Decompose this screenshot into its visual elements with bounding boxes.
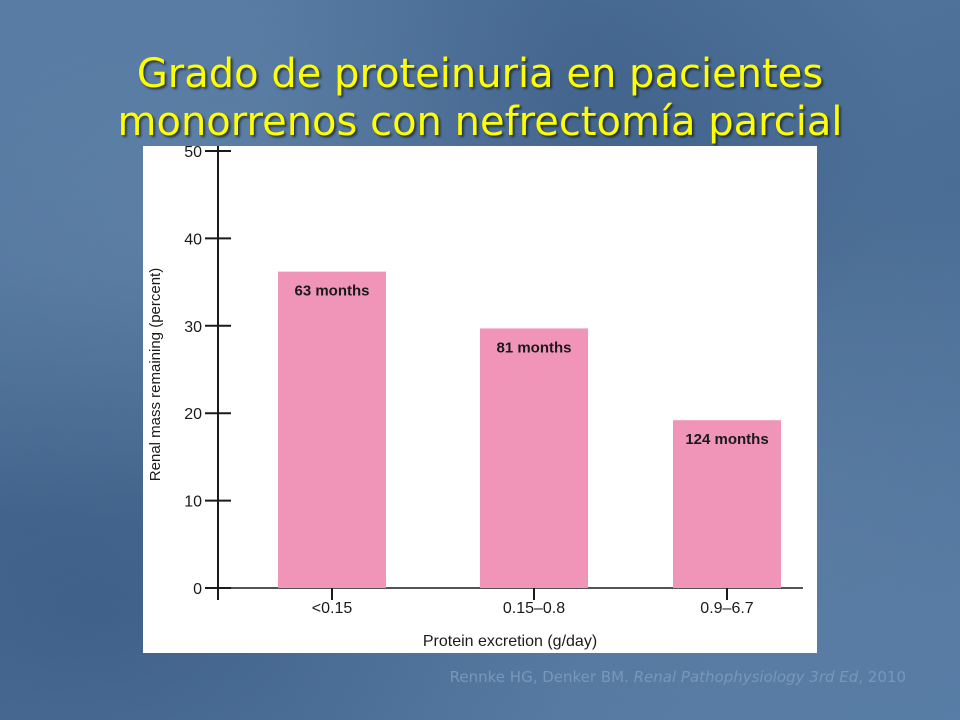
y-tick-label: 20 <box>184 406 202 423</box>
citation: Rennke HG, Denker BM. Renal Pathophysiol… <box>0 668 906 686</box>
y-tick-label: 40 <box>184 231 202 248</box>
y-tick-label: 10 <box>184 494 202 511</box>
citation-year: , 2010 <box>858 668 906 686</box>
bar-data-label: 124 months <box>685 431 768 448</box>
bar-data-label: 81 months <box>496 339 571 356</box>
x-axis-label: Protein excretion (g/day) <box>423 633 597 650</box>
slide-title: Grado de proteinuria en pacientes monorr… <box>0 50 960 146</box>
bar-data-label: 63 months <box>294 283 369 300</box>
bar <box>278 271 386 588</box>
citation-authors: Rennke HG, Denker BM. <box>449 668 634 686</box>
slide-title-line-2: monorrenos con nefrectomía parcial <box>117 99 843 145</box>
y-axis-label: Renal mass remaining (percent) <box>147 268 164 481</box>
chart-panel: 0 10 20 30 40 50 Renal mass remaining (percent… <box>143 146 817 653</box>
bar <box>480 328 588 588</box>
citation-book: Renal Pathophysiology 3rd Ed <box>633 668 859 686</box>
bar <box>673 420 781 588</box>
x-tick-label: 0.9–6.7 <box>700 600 753 617</box>
x-tick-label: <0.15 <box>312 600 353 617</box>
x-tick-label: 0.15–0.8 <box>503 600 565 617</box>
slide-title-line-1: Grado de proteinuria en pacientes <box>136 51 824 97</box>
bar-chart: 0 10 20 30 40 50 Renal mass remaining (percent… <box>147 146 803 650</box>
y-tick-label: 0 <box>193 581 202 598</box>
y-tick-label: 30 <box>184 319 202 336</box>
y-tick-label: 50 <box>184 146 202 161</box>
